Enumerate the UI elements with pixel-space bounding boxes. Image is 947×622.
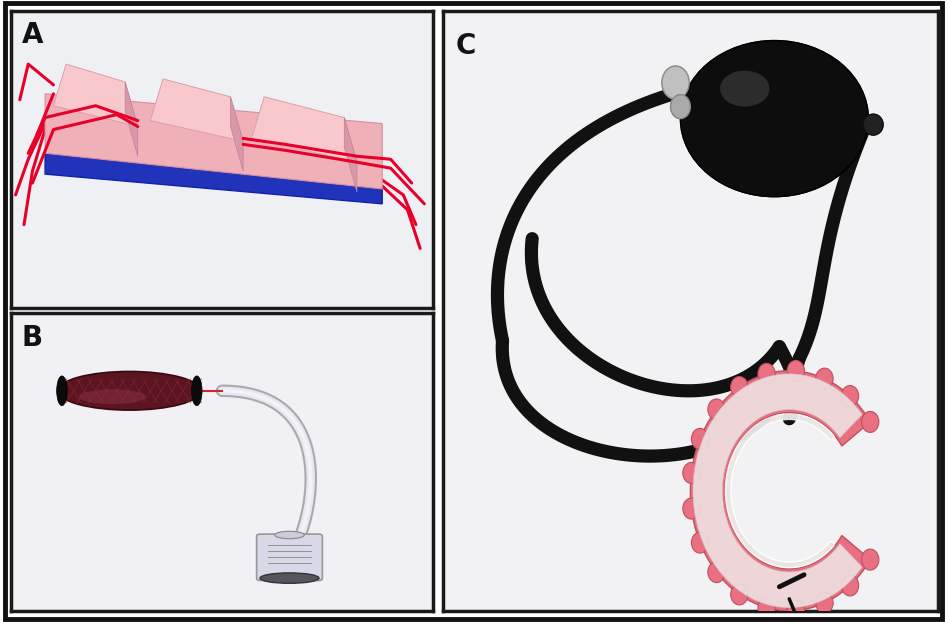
Polygon shape [151,79,243,141]
Ellipse shape [662,66,689,99]
Ellipse shape [691,429,708,450]
Ellipse shape [787,361,804,381]
Ellipse shape [691,532,708,553]
Ellipse shape [707,562,725,583]
Ellipse shape [681,40,868,197]
Polygon shape [690,371,870,611]
Ellipse shape [260,573,319,583]
Polygon shape [45,153,383,204]
Ellipse shape [58,371,201,410]
Ellipse shape [662,66,689,99]
Ellipse shape [683,498,700,519]
Ellipse shape [683,462,700,483]
Ellipse shape [841,386,859,407]
Ellipse shape [862,411,879,432]
Polygon shape [230,97,243,171]
Ellipse shape [681,40,868,197]
Text: B: B [22,324,43,352]
Polygon shape [125,82,138,156]
Ellipse shape [731,376,748,397]
Polygon shape [693,374,862,608]
Ellipse shape [815,368,833,389]
Ellipse shape [758,597,776,618]
Ellipse shape [720,70,770,106]
Ellipse shape [191,376,202,406]
Ellipse shape [864,114,884,135]
Ellipse shape [720,70,770,106]
Ellipse shape [815,592,833,613]
Ellipse shape [670,95,690,119]
Polygon shape [45,94,383,189]
Ellipse shape [787,600,804,621]
FancyBboxPatch shape [257,534,322,580]
Polygon shape [345,118,357,192]
Ellipse shape [79,389,146,404]
Ellipse shape [731,584,748,605]
Ellipse shape [864,114,884,135]
Ellipse shape [841,575,859,596]
Ellipse shape [707,399,725,420]
Ellipse shape [758,363,776,384]
Text: A: A [22,21,44,49]
Ellipse shape [57,376,67,406]
Polygon shape [54,64,138,126]
Ellipse shape [862,549,879,570]
Polygon shape [252,97,357,162]
Ellipse shape [670,95,690,119]
Text: C: C [456,32,476,60]
Ellipse shape [275,531,304,539]
